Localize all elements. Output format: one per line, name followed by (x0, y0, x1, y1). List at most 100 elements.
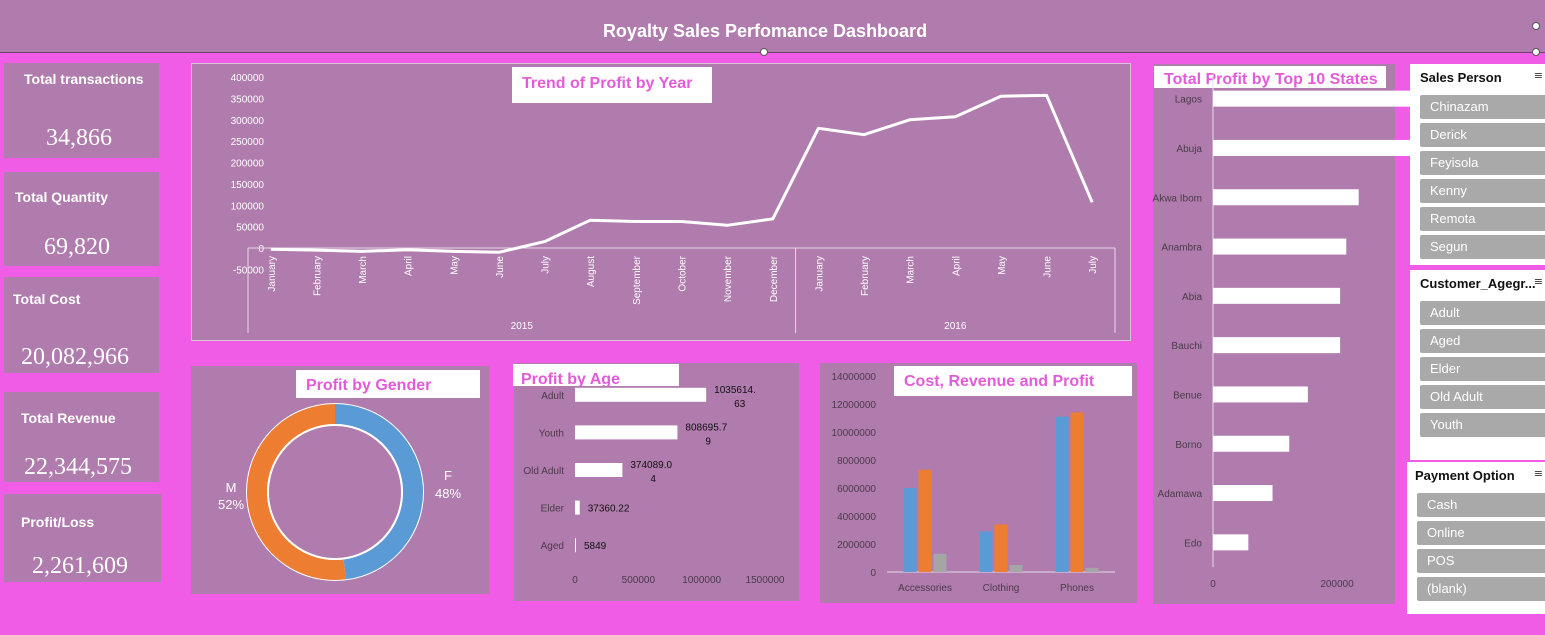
slicer-item-blank[interactable]: (blank) (1417, 577, 1545, 601)
state-bar (1213, 485, 1273, 502)
slice-percent-m: 52% (218, 497, 244, 512)
x-tick-label: December (769, 255, 780, 302)
age-chart-title: Profit by Age (513, 364, 679, 386)
state-bar (1213, 139, 1415, 156)
slicer-item-online[interactable]: Online (1417, 521, 1545, 545)
x-tick-label: June (1043, 256, 1054, 278)
kpi-card-transactions: Total transactions 34,866 (4, 63, 159, 158)
age-label: Aged (541, 541, 564, 552)
age-value-label: 374089.0 (630, 460, 672, 471)
slicer-item-adult[interactable]: Adult (1420, 301, 1545, 325)
x-tick-label: May (997, 256, 1008, 275)
donut-slice-f (334, 404, 423, 580)
age-bar (575, 538, 576, 553)
y-tick-label: 8000000 (837, 456, 876, 467)
donut-slice-m (247, 404, 347, 580)
kpi-value: 69,820 (44, 234, 110, 260)
resize-handle-corner[interactable] (1532, 48, 1540, 56)
state-bar (1213, 337, 1341, 354)
age-value-label: 5849 (584, 541, 607, 552)
crp-chart-panel[interactable] (820, 363, 1137, 603)
kpi-label: Total Quantity (15, 189, 109, 205)
category-label: Accessories (898, 583, 952, 594)
state-label: Bauchi (1171, 341, 1202, 352)
x-tick-label: 1000000 (682, 575, 721, 586)
kpi-card-revenue: Total Revenue 22,344,575 (4, 392, 159, 482)
column-bar (1070, 412, 1084, 572)
state-bar (1213, 287, 1341, 304)
x-tick-label: June (495, 256, 506, 278)
slicer-item-derick[interactable]: Derick (1420, 123, 1545, 147)
kpi-card-profit-loss: Profit/Loss 2,261,609 (4, 494, 161, 582)
age-chart-panel[interactable] (514, 363, 799, 601)
y-tick-label: 200000 (231, 159, 265, 170)
x-tick-label: 500000 (622, 575, 656, 586)
y-tick-label: 350000 (231, 94, 265, 105)
kpi-value: 2,261,609 (32, 553, 128, 579)
y-tick-label: 0 (258, 244, 264, 255)
x-tick-label: July (1088, 256, 1099, 274)
state-bar (1213, 386, 1308, 403)
age-value-label: 63 (734, 399, 746, 410)
multi-select-icon[interactable]: ≡ (1533, 69, 1543, 82)
slicer-item-youth[interactable]: Youth (1420, 413, 1545, 437)
x-tick-label: September (632, 255, 643, 305)
x-tick-label: March (358, 256, 369, 284)
age-value-label: 4 (650, 474, 656, 485)
y-tick-label: -50000 (233, 265, 265, 276)
slicer-item-cash[interactable]: Cash (1417, 493, 1545, 517)
age-value-label: 9 (705, 436, 711, 447)
x-tick-label: April (404, 256, 415, 276)
slice-percent-f: 48% (435, 486, 461, 501)
multi-select-icon[interactable]: ≡ (1533, 275, 1543, 288)
y-tick-label: 10000000 (832, 428, 877, 439)
kpi-label: Total transactions (24, 71, 144, 87)
x-tick-label: October (678, 255, 689, 291)
dashboard-title: Royalty Sales Perfomance Dashboard (602, 21, 928, 41)
age-label: Youth (539, 428, 564, 439)
kpi-value: 22,344,575 (24, 454, 132, 480)
x-tick-label: January (814, 256, 825, 292)
y-tick-label: 50000 (236, 223, 264, 234)
kpi-label: Profit/Loss (21, 514, 95, 530)
kpi-label: Total Revenue (21, 410, 116, 426)
year-group-label: 2015 (511, 321, 534, 332)
x-tick-label: March (906, 256, 917, 284)
y-tick-label: 150000 (231, 180, 265, 191)
state-bar (1213, 189, 1359, 206)
slicer-item-chinazam[interactable]: Chinazam (1420, 95, 1545, 119)
kpi-value: 20,082,966 (21, 344, 129, 370)
x-tick-label: July (541, 256, 552, 274)
age-bar (575, 425, 678, 440)
column-bar (918, 469, 932, 572)
age-label: Adult (541, 391, 564, 402)
slicer-item-old-adult[interactable]: Old Adult (1420, 385, 1545, 409)
slicer-item-remota[interactable]: Remota (1420, 207, 1545, 231)
state-label: Benue (1173, 390, 1202, 401)
y-tick-label: 4000000 (837, 512, 876, 523)
kpi-card-cost: Total Cost 20,082,966 (4, 277, 159, 373)
age-value-label: 808695.7 (685, 422, 727, 433)
slice-name-m: M (226, 480, 237, 495)
slicer-item-kenny[interactable]: Kenny (1420, 179, 1545, 203)
slicer-item-segun[interactable]: Segun (1420, 235, 1545, 259)
age-bar (575, 387, 707, 402)
dashboard-header: Royalty Sales Perfomance Dashboard (0, 0, 1545, 53)
y-tick-label: 250000 (231, 137, 265, 148)
slicer-item-elder[interactable]: Elder (1420, 357, 1545, 381)
states-chart-title: Total Profit by Top 10 States (1154, 66, 1386, 88)
slicer-item-feyisola[interactable]: Feyisola (1420, 151, 1545, 175)
x-tick-label: 1500000 (746, 575, 785, 586)
slicer-item-pos[interactable]: POS (1417, 549, 1545, 573)
state-label: Lagos (1175, 95, 1202, 106)
slicer-item-aged[interactable]: Aged (1420, 329, 1545, 353)
state-label: Akwa Ibom (1153, 193, 1202, 204)
slicer-age-group: Customer_Agegr... ≡ Adult Aged Elder Old… (1410, 270, 1545, 460)
multi-select-icon[interactable]: ≡ (1533, 467, 1543, 480)
resize-handle-right[interactable] (1532, 22, 1540, 30)
resize-handle-bottom[interactable] (760, 48, 768, 56)
